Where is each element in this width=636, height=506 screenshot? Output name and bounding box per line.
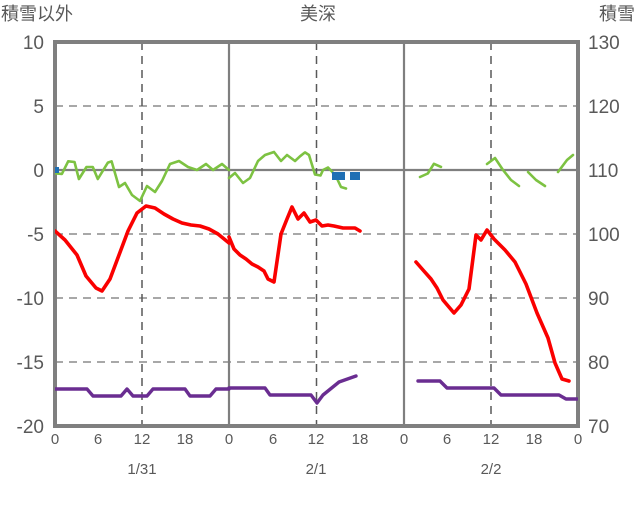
svg-text:1/31: 1/31 <box>127 461 156 478</box>
svg-text:6: 6 <box>443 431 451 448</box>
svg-text:130: 130 <box>588 33 620 54</box>
svg-text:-5: -5 <box>27 225 44 246</box>
svg-text:90: 90 <box>588 289 609 310</box>
svg-text:12: 12 <box>483 431 500 448</box>
svg-text:18: 18 <box>352 431 369 448</box>
svg-text:2/2: 2/2 <box>481 461 502 478</box>
svg-text:0: 0 <box>51 431 59 448</box>
svg-text:6: 6 <box>94 431 102 448</box>
svg-text:0: 0 <box>225 431 233 448</box>
svg-text:0: 0 <box>33 161 44 182</box>
svg-text:美深: 美深 <box>300 4 336 24</box>
svg-text:10: 10 <box>23 33 44 54</box>
svg-text:12: 12 <box>134 431 151 448</box>
svg-text:0: 0 <box>574 431 582 448</box>
svg-text:18: 18 <box>177 431 194 448</box>
svg-text:0: 0 <box>400 431 408 448</box>
svg-text:積雪: 積雪 <box>599 4 635 24</box>
svg-text:6: 6 <box>269 431 277 448</box>
svg-text:2/1: 2/1 <box>306 461 327 478</box>
svg-text:12: 12 <box>308 431 325 448</box>
svg-text:5: 5 <box>33 97 44 118</box>
svg-text:-15: -15 <box>17 353 44 374</box>
svg-text:70: 70 <box>588 417 609 438</box>
svg-text:120: 120 <box>588 97 620 118</box>
svg-text:18: 18 <box>526 431 543 448</box>
svg-text:積雪以外: 積雪以外 <box>1 4 73 24</box>
svg-text:80: 80 <box>588 353 609 374</box>
svg-text:-20: -20 <box>17 417 44 438</box>
svg-text:110: 110 <box>588 161 618 182</box>
svg-text:-10: -10 <box>17 289 44 310</box>
svg-text:100: 100 <box>588 225 620 246</box>
